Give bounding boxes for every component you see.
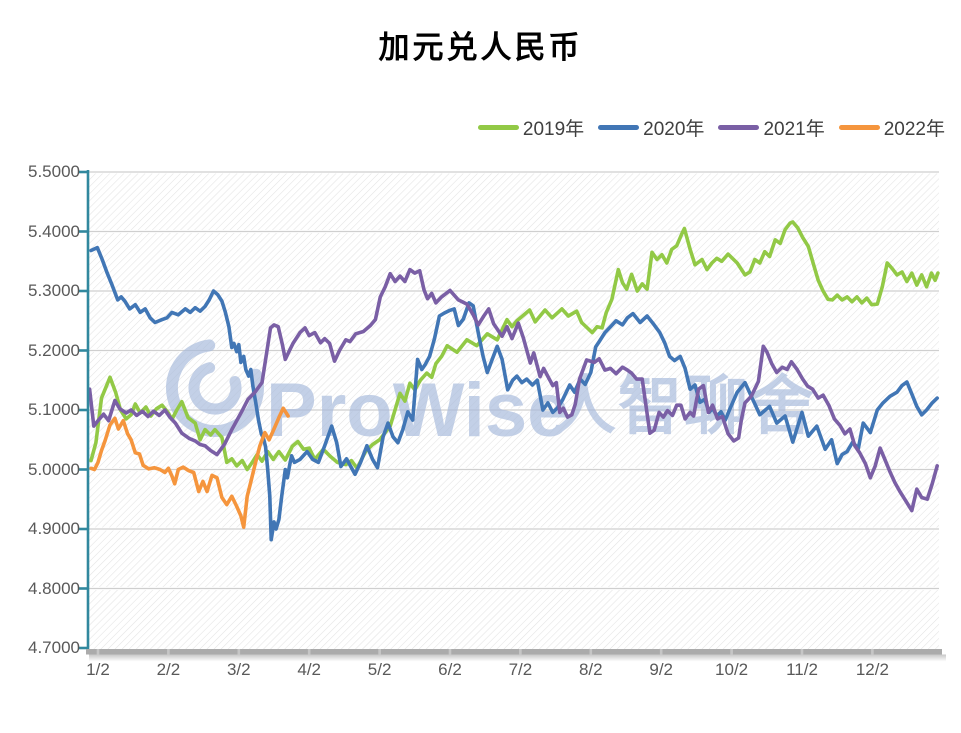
series-line-2020 xyxy=(89,245,940,542)
y-axis-tick-label: 5.2000 xyxy=(28,340,80,360)
legend-label-2021: 2021年 xyxy=(763,119,825,140)
x-axis-ticks xyxy=(96,649,874,655)
series-line-2022 xyxy=(89,406,290,530)
y-axis-tick-label: 5.5000 xyxy=(28,162,80,181)
legend-item-2022: 2022年 xyxy=(838,114,945,141)
legend-item-2019: 2019年 xyxy=(477,114,585,141)
y-axis-tick-label: 4.8000 xyxy=(28,578,80,598)
legend-swatch-2022 xyxy=(838,125,880,130)
y-axis-tick-label: 4.9000 xyxy=(28,519,80,538)
x-axis-tick-label: 9/2 xyxy=(649,660,673,679)
legend-swatch-2021 xyxy=(718,125,760,130)
legend-swatch-2019 xyxy=(477,125,519,130)
legend-item-2020: 2020年 xyxy=(598,114,704,141)
legend-label-2019: 2019年 xyxy=(522,119,585,140)
y-axis-tick-label: 5.4000 xyxy=(28,221,80,241)
y-axis-tick-label: 5.1000 xyxy=(28,400,80,419)
x-axis-tick-label: 11/2 xyxy=(786,660,818,679)
y-axis-tick-label: 5.3000 xyxy=(28,281,80,300)
x-axis-tick-label: 2/2 xyxy=(156,660,181,679)
watermark-logo-icon xyxy=(166,339,264,437)
x-axis-bar-shadow xyxy=(89,654,946,662)
x-axis-tick-label: 8/2 xyxy=(578,660,603,679)
legend: 2019年 2020年 2021年 2022年 xyxy=(477,114,945,141)
legend-label-2022: 2022年 xyxy=(883,119,945,140)
chart-title: 加元兑人民币 xyxy=(378,30,583,65)
x-axis-tick-label: 5/2 xyxy=(367,660,392,679)
series-line-2019 xyxy=(89,220,940,472)
x-axis-tick-label: 4/2 xyxy=(297,660,321,679)
x-axis-tick-label: 7/2 xyxy=(508,660,533,679)
x-axis-tick-label: 1/2 xyxy=(86,660,110,679)
legend-label-2020: 2020年 xyxy=(643,119,705,140)
y-axis-tick-label: 4.7000 xyxy=(28,638,80,657)
watermark-cn-text: 人智聊舍 xyxy=(552,370,816,442)
x-axis-tick-label: 10/2 xyxy=(715,660,749,679)
x-axis-tick-label: 12/2 xyxy=(855,660,889,679)
legend-item-2021: 2021年 xyxy=(718,114,825,141)
series-lines xyxy=(87,220,940,542)
x-axis-bar xyxy=(86,649,942,655)
y-axis-tick-label: 5.0000 xyxy=(28,459,80,479)
x-axis-tick-label: 6/2 xyxy=(438,660,462,679)
x-axis-tick-label: 3/2 xyxy=(226,660,251,679)
legend-swatch-2020 xyxy=(598,125,640,130)
series-line-2021 xyxy=(87,267,940,513)
